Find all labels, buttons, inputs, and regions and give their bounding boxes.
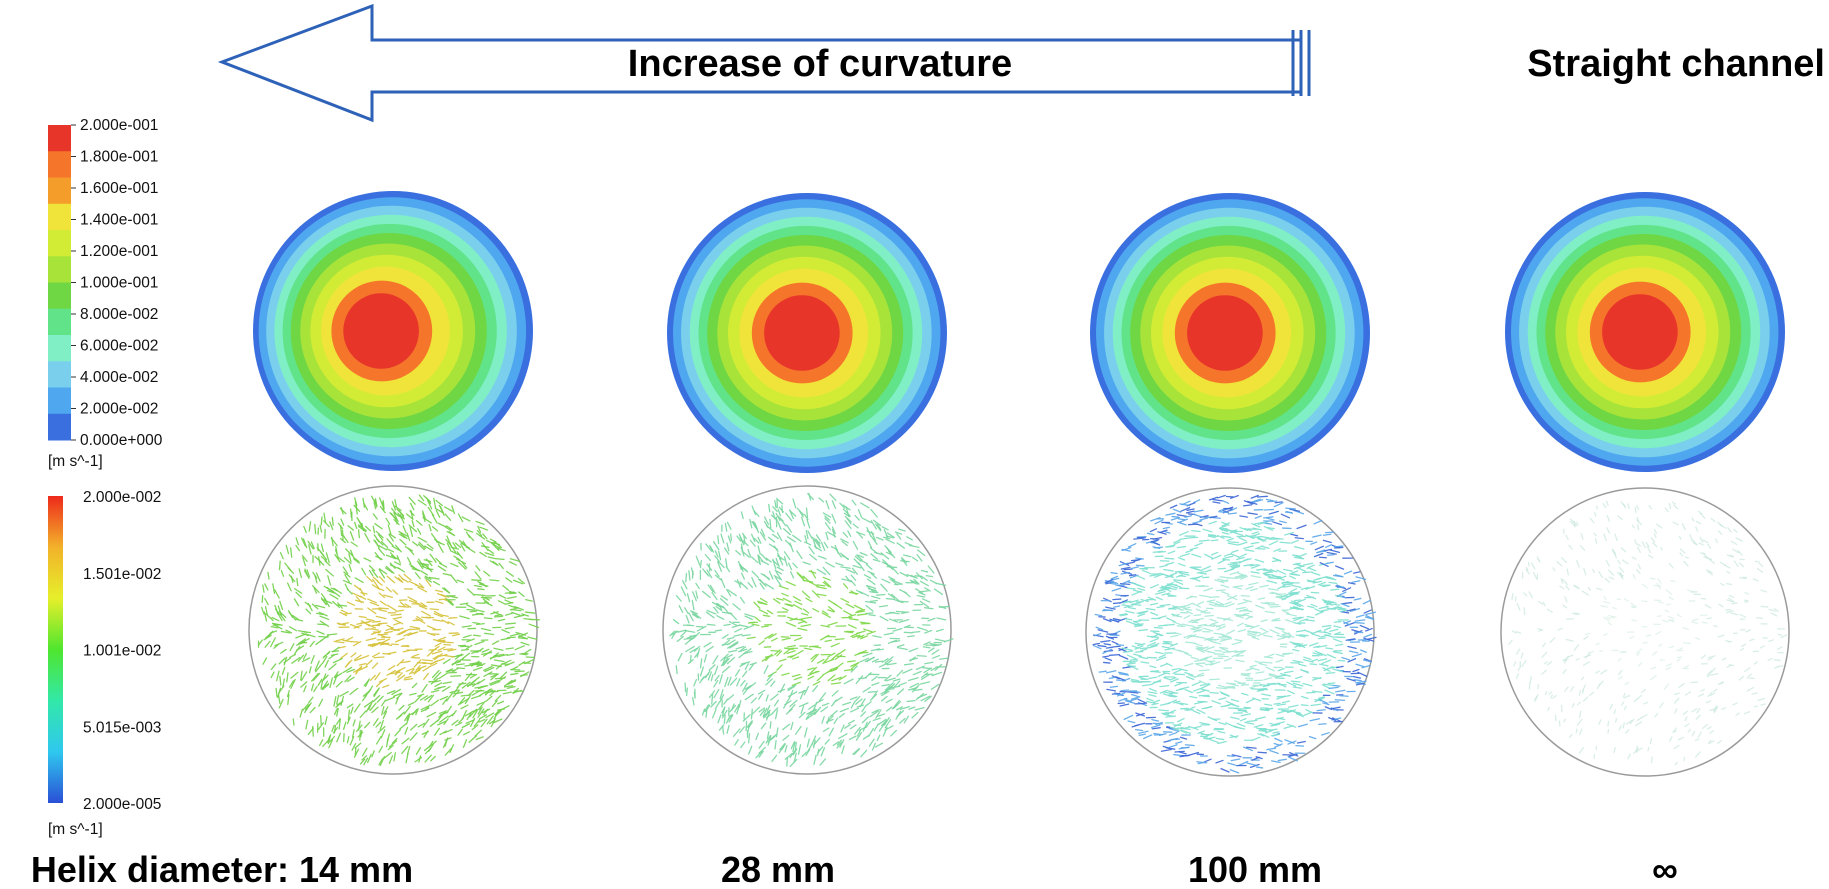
- velocity-colorbar: 2.000e-001 1.800e-001 1.600e-001 1.400e-001…: [48, 117, 163, 449]
- velocity-colorbar-block: [48, 387, 71, 415]
- velocity-tick-label: 0.000e+000: [80, 432, 163, 449]
- vector-tick-label: 2.000e-002: [83, 489, 161, 506]
- vector-tick-label: 1.501e-002: [83, 566, 161, 583]
- velocity-colorbar-block: [48, 335, 71, 362]
- velocity-tick-label: 1.600e-001: [80, 180, 158, 197]
- velocity-tick-label: 6.000e-002: [80, 338, 158, 355]
- case-label-14mm: Helix diameter: 14 mm: [31, 849, 413, 889]
- velocity-tick-label: 1.800e-001: [80, 149, 158, 166]
- velocity-colorbar-block: [48, 361, 71, 388]
- velocity-tick-label: 1.200e-001: [80, 243, 158, 260]
- velocity-colorbar-unit: [m s^-1]: [48, 453, 103, 470]
- contour-row: [253, 191, 1785, 473]
- velocity-colorbar-block: [48, 282, 71, 310]
- velocity-colorbar-block: [48, 125, 71, 152]
- contour-disk: [253, 191, 533, 471]
- contour-disk: [1090, 193, 1370, 473]
- velocity-tick-label: 2.000e-002: [80, 401, 158, 418]
- vector-plot: [248, 485, 540, 775]
- vector-plot: [1500, 487, 1790, 777]
- vector-plot: [1085, 487, 1377, 777]
- vector-plot: [662, 485, 954, 775]
- velocity-colorbar-block: [48, 151, 71, 178]
- vector-tick-label: 2.000e-005: [83, 796, 161, 813]
- vector-colorbar-unit: [m s^-1]: [48, 821, 103, 838]
- vector-tick-label: 1.001e-002: [83, 643, 161, 660]
- vector-tick-label: 5.015e-003: [83, 719, 161, 736]
- case-label-100mm: 100 mm: [1188, 849, 1322, 889]
- velocity-colorbar-block: [48, 230, 71, 257]
- velocity-colorbar-block: [48, 256, 71, 283]
- velocity-tick-label: 8.000e-002: [80, 306, 158, 323]
- straight-channel-label: Straight channel: [1527, 43, 1825, 85]
- contour-disk: [667, 193, 947, 473]
- contour-disk: [1505, 192, 1785, 472]
- velocity-colorbar-block: [48, 308, 71, 336]
- velocity-colorbar-block: [48, 413, 71, 441]
- velocity-tick-label: 1.000e-001: [80, 275, 158, 292]
- case-label-28mm: 28 mm: [721, 849, 835, 889]
- velocity-colorbar-block: [48, 203, 71, 231]
- curvature-arrow: Increase of curvature: [217, 3, 1311, 123]
- arrow-label: Increase of curvature: [628, 43, 1012, 85]
- velocity-colorbar-block: [48, 177, 71, 205]
- case-label-infinity: ∞: [1652, 849, 1678, 889]
- vector-colorbar: 2.000e-002 1.501e-002 1.001e-002 5.015e-003…: [48, 489, 161, 813]
- vector-colorbar-gradient: [48, 496, 63, 803]
- velocity-tick-label: 2.000e-001: [80, 117, 158, 134]
- velocity-tick-label: 1.400e-001: [80, 212, 158, 229]
- velocity-tick-label: 4.000e-002: [80, 369, 158, 386]
- vector-row: [248, 485, 1790, 777]
